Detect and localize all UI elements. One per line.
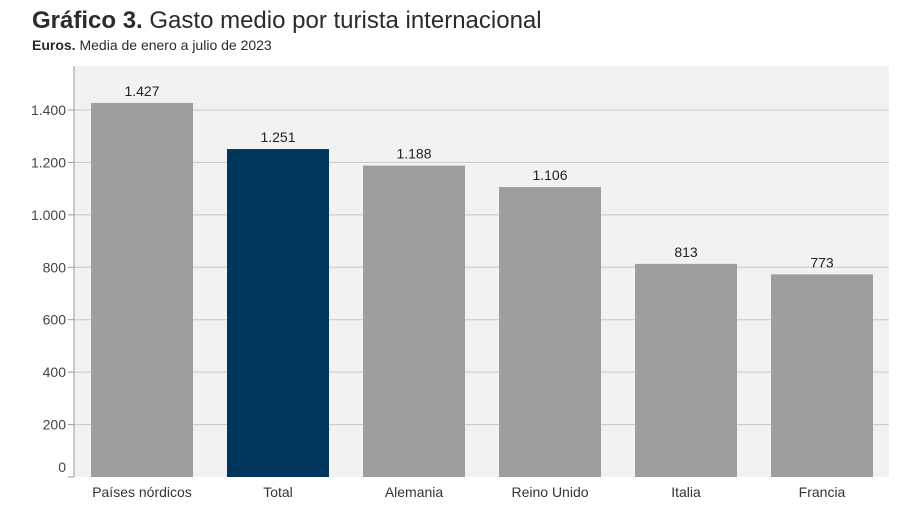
chart-subtitle: Euros. Media de enero a julio de 2023 (32, 36, 542, 54)
x-category-label: Italia (671, 484, 701, 500)
y-tick-label: 1.000 (31, 207, 66, 223)
chart-header: Gráfico 3. Gasto medio por turista inter… (32, 6, 542, 54)
x-category-label: Alemania (385, 484, 444, 500)
x-category-label: Total (263, 484, 293, 500)
bar (363, 165, 465, 477)
chart-subtitle-text: Media de enero a julio de 2023 (79, 37, 272, 53)
chart-title-prefix: Gráfico 3. (32, 7, 143, 34)
data-label: 1.106 (532, 167, 567, 183)
bar (499, 187, 601, 477)
chart-title: Gráfico 3. Gasto medio por turista inter… (32, 6, 542, 36)
x-category-label: Francia (799, 484, 846, 500)
data-label: 1.251 (260, 129, 295, 145)
chart-title-text: Gasto medio por turista internacional (149, 7, 542, 34)
y-tick-label: 600 (43, 312, 67, 328)
bar (635, 263, 737, 477)
bar (771, 274, 873, 477)
x-category-label: Reino Unido (511, 484, 588, 500)
plot-area (74, 66, 889, 477)
y-tick-label: 200 (43, 417, 67, 433)
chart-subtitle-prefix: Euros. (32, 37, 76, 53)
y-tick-label: 1.200 (31, 154, 66, 170)
bar (91, 102, 193, 477)
data-label: 773 (810, 254, 834, 270)
y-tick-label: 400 (43, 364, 67, 380)
data-label: 813 (674, 244, 698, 260)
x-category-label: Países nórdicos (92, 484, 192, 500)
y-tick-label: 0 (58, 459, 66, 475)
bar (227, 149, 329, 478)
y-tick-label: 800 (43, 259, 67, 275)
data-label: 1.188 (396, 146, 431, 162)
y-tick-label: 1.400 (31, 102, 66, 118)
data-label: 1.427 (124, 83, 159, 99)
